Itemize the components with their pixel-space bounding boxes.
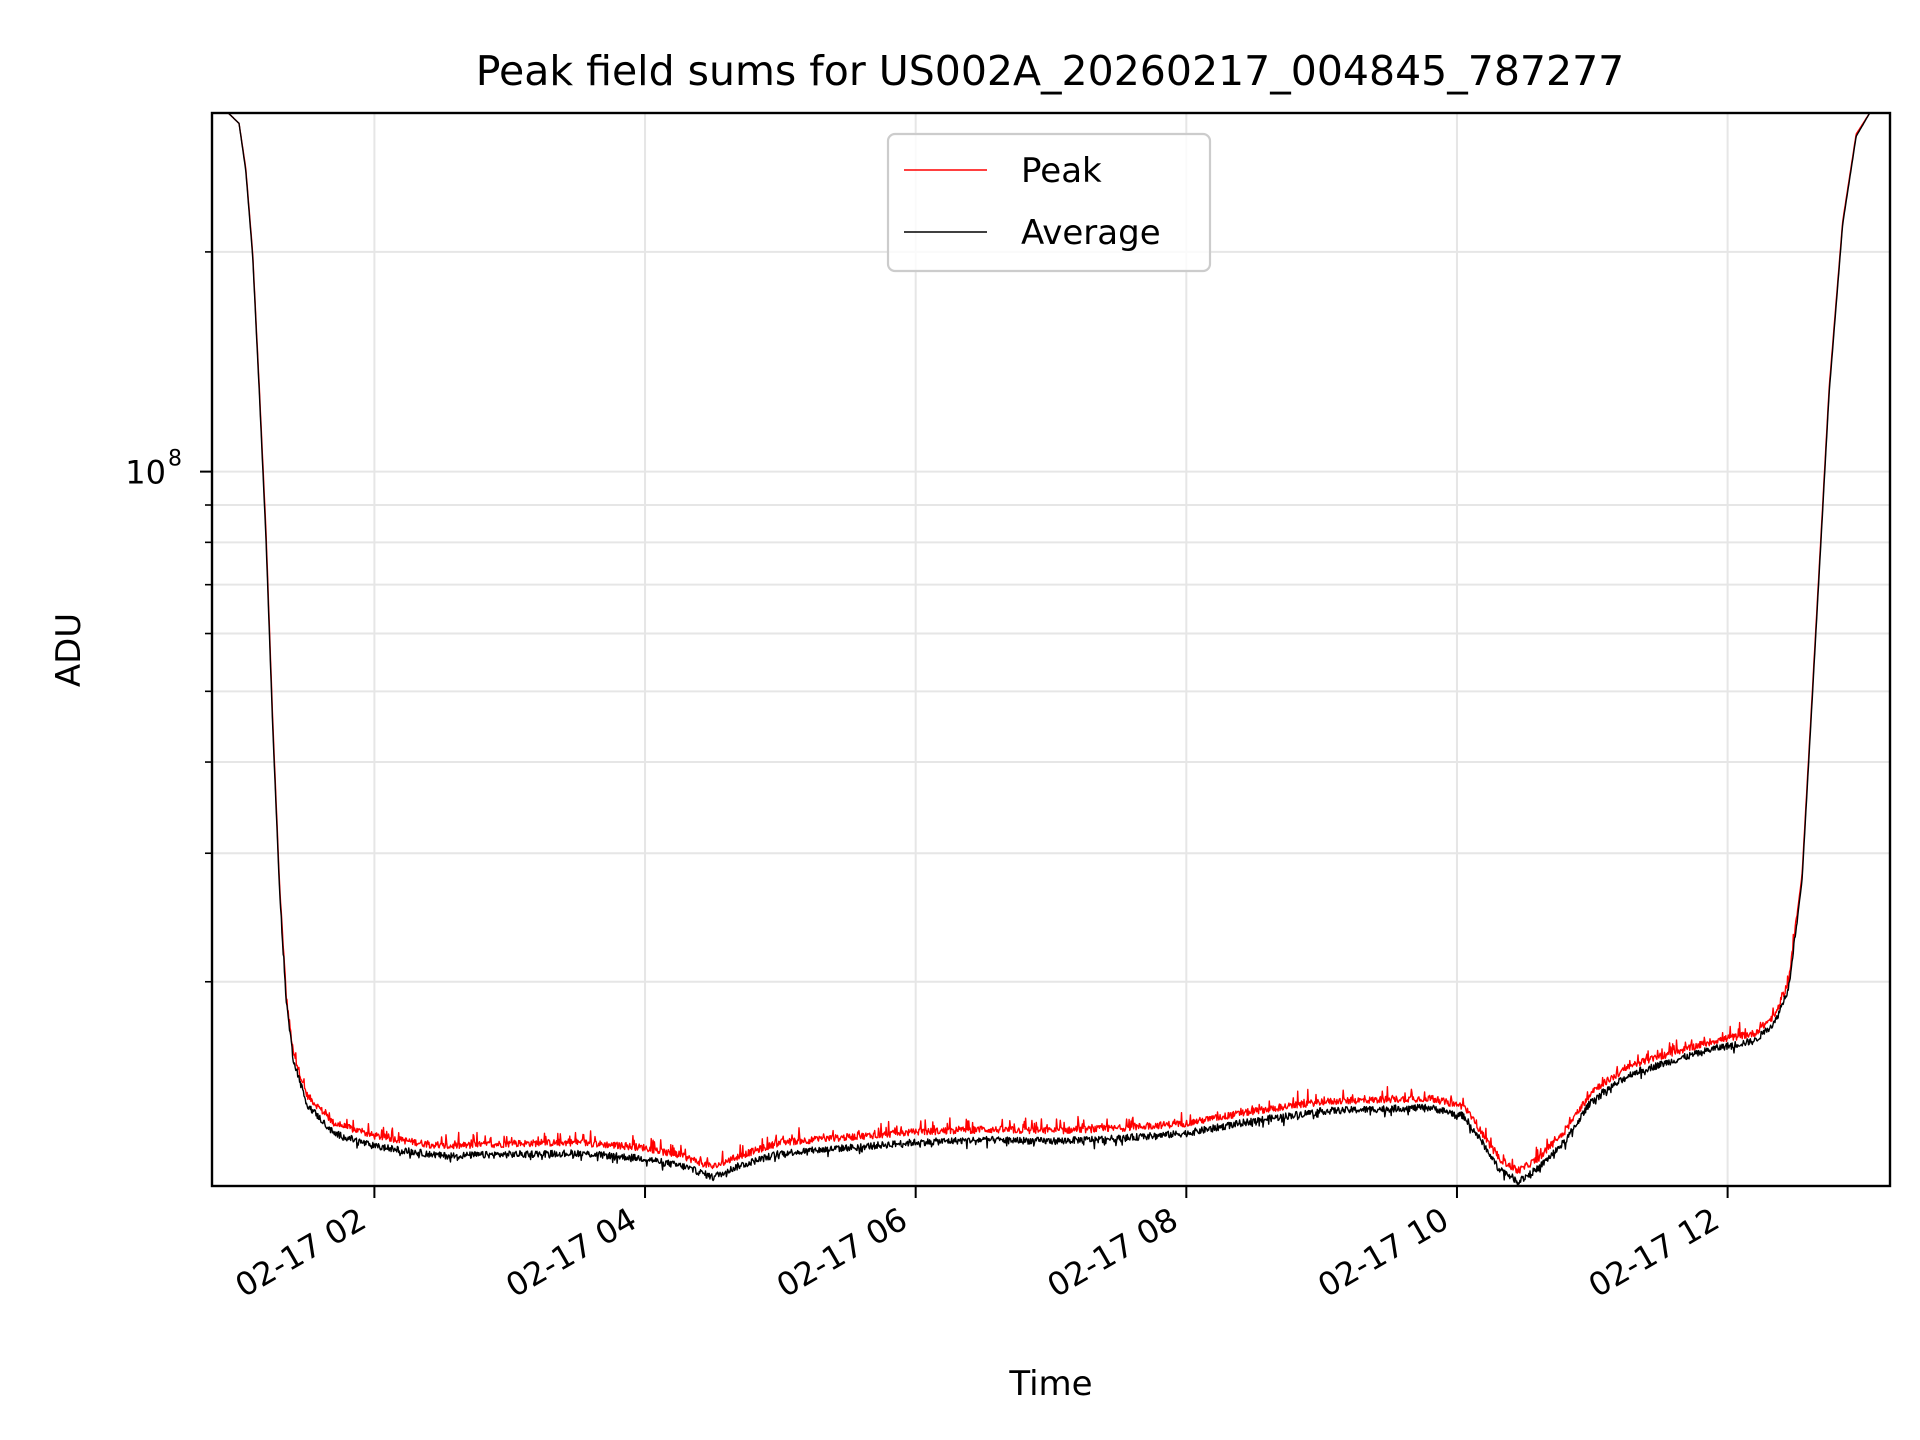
- axes-frame: [210, 111, 1892, 1188]
- chart-title: Peak field sums for US002A_20260217_0048…: [476, 47, 1625, 95]
- series-layer: [227, 112, 1871, 1186]
- legend-box: [886, 132, 1212, 273]
- y-tick-label-base: 10: [125, 454, 166, 492]
- x-axis-label: Time: [1008, 1364, 1092, 1404]
- y-tick-label-exponent: 8: [168, 447, 182, 472]
- legend-label-average: Average: [1021, 213, 1161, 253]
- y-axis-ticks: 10 8: [125, 251, 212, 983]
- series-line-average: [227, 112, 1871, 1186]
- legend: Peak Average: [886, 132, 1212, 273]
- series-line-peak: [227, 112, 1871, 1174]
- y-axis-label: ADU: [49, 613, 89, 687]
- legend-label-peak: Peak: [1021, 151, 1102, 191]
